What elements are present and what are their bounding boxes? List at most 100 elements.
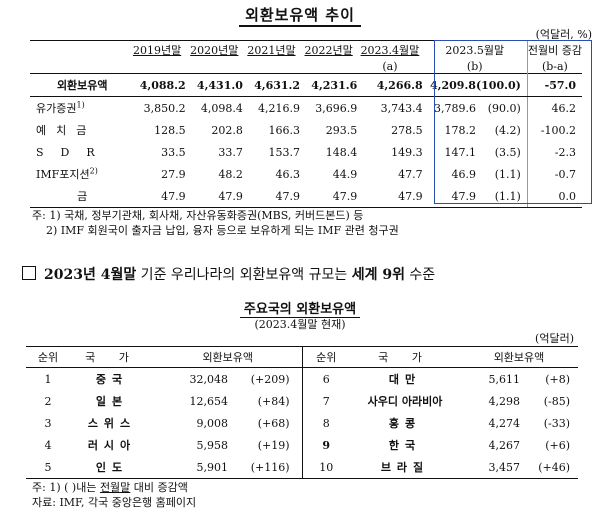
cell: 44.9 <box>332 167 358 181</box>
col-2019: 2019년말 <box>128 40 186 59</box>
col-apr: 2023.4월말 <box>357 40 423 59</box>
share-cell: (100.0) <box>475 73 528 97</box>
rank-cell: 4 <box>44 438 52 452</box>
cell: 47.9 <box>300 185 358 208</box>
cell: 47.7 <box>398 167 423 181</box>
cell: 46.9 <box>451 167 476 181</box>
col-2022: 2022년말 <box>300 40 358 59</box>
row-label: SDR <box>36 145 112 159</box>
share-cell: (1.1) <box>475 185 528 208</box>
row-label: 예치금 <box>36 124 97 137</box>
col-reserves: 외환보유액 <box>154 346 302 368</box>
cell: 3,850.2 <box>143 101 186 115</box>
cell: 27.9 <box>161 167 186 181</box>
cell: 46.3 <box>275 167 301 181</box>
rank-cell: 8 <box>301 412 350 434</box>
diff-cell: -2.3 <box>526 141 582 163</box>
note-line: 2) IMF 회원국이 출자금 납입, 융자 등으로 보유하게 되는 IMF 관… <box>46 224 399 237</box>
source-line: 자료: IMF, 각국 중앙은행 홈페이지 <box>32 496 197 509</box>
share-cell: (3.5) <box>494 145 521 159</box>
col-rank: 순위 <box>301 346 350 368</box>
cell: 4,209.8 <box>422 73 476 97</box>
rank-cell: 5 <box>26 456 70 479</box>
reserves-unit: (억달러, %) <box>535 28 592 41</box>
row-label: 금 <box>30 185 129 208</box>
reserves-notes: 주: 1) 국채, 정부기관채, 회사채, 자산유동화증권(MBS, 커버드본드… <box>32 208 399 238</box>
cell: 178.2 <box>444 123 476 137</box>
amount-cell: 9,008 <box>196 416 229 430</box>
ranking-title: 주요국의 외환보유액 <box>0 298 600 318</box>
country-cell: 사우디 아라비아 <box>367 395 443 408</box>
headline: 2023년 4월말 기준 우리나라의 외환보유액 규모는 세계 9위 수준 <box>22 264 435 284</box>
country-cell: 일본 <box>95 395 129 408</box>
cell: 128.5 <box>154 123 186 137</box>
country-cell: 한국 <box>388 439 422 452</box>
reserves-table: 2019년말 2020년말 2021년말 2022년말 2023.4월말 202… <box>30 40 582 208</box>
country-cell: 홍콩 <box>388 417 422 430</box>
note-line: 주: 1) ( )내는 전월말 대비 증감액 <box>32 481 188 494</box>
col-country: 국 가 <box>70 346 154 368</box>
diff-cell: -0.7 <box>526 163 582 185</box>
ranking-header-row: 순위 국 가 외환보유액 순위 국 가 외환보유액 <box>26 346 578 368</box>
cell: 47.9 <box>128 185 186 208</box>
cell: 293.5 <box>325 123 358 137</box>
ranking-row: 2 일본 12,654 (+84) 7 사우디 아라비아 4,298 (-85) <box>26 390 578 412</box>
cell: 47.9 <box>242 185 301 208</box>
col-diff: 전월비 증감 <box>526 40 582 59</box>
change-cell: (+209) <box>250 372 290 386</box>
cell: 202.8 <box>211 123 243 137</box>
cell: 33.7 <box>218 145 243 159</box>
cell: 148.4 <box>325 145 358 159</box>
ranking-notes: 주: 1) ( )내는 전월말 대비 증감액 자료: IMF, 각국 중앙은행 … <box>32 480 196 510</box>
cell: 4,088.2 <box>128 73 186 97</box>
rank-cell: 3 <box>44 416 52 430</box>
reserves-row: IMF포지션2) 27.9 48.2 46.3 44.9 47.7 46.9 (… <box>30 163 582 185</box>
country-cell: 대만 <box>388 373 422 386</box>
ranking-subtitle: (2023.4월말 현재) <box>254 318 346 331</box>
note-line: 주: 1) 국채, 정부기관채, 회사채, 자산유동화증권(MBS, 커버드본드… <box>32 209 364 222</box>
change-cell: (+116) <box>228 456 302 479</box>
cell: 4,098.4 <box>200 101 243 115</box>
cell: 4,431.0 <box>185 73 243 97</box>
ranking-row: 5 인도 5,901 (+116) 10 브라질 3,457 (+46) <box>26 456 578 479</box>
amount-cell: 5,611 <box>488 372 521 386</box>
cell: 149.3 <box>391 145 423 159</box>
cell: 147.1 <box>444 145 476 159</box>
row-label: IMF포지션2) <box>36 166 98 181</box>
cell: 47.9 <box>422 185 476 208</box>
amount-cell: 3,457 <box>460 456 520 479</box>
amount-cell: 4,274 <box>488 416 521 430</box>
diff-cell: -57.0 <box>526 73 582 97</box>
reserves-row: 예치금 128.5 202.8 166.3 293.5 278.5 178.2 … <box>30 119 582 141</box>
cell: 48.2 <box>218 167 243 181</box>
col-country: 국 가 <box>350 346 460 368</box>
share-cell: (4.2) <box>494 123 521 137</box>
ranking-unit: (억달러) <box>535 332 574 345</box>
rank-cell: 1 <box>44 372 52 386</box>
amount-cell: 4,298 <box>488 394 521 408</box>
amount-cell: 12,654 <box>189 394 229 408</box>
amount-cell: 5,958 <box>196 438 229 452</box>
col-2020: 2020년말 <box>185 40 243 59</box>
change-cell: (+19) <box>257 438 290 452</box>
country-cell: 브라질 <box>350 456 460 479</box>
cell: 47.9 <box>357 185 423 208</box>
share-cell: (90.0) <box>487 101 521 115</box>
ranking-row: 1 중국 32,048 (+209) 6 대만 5,611 (+8) <box>26 367 578 390</box>
country-cell: 중국 <box>95 373 129 386</box>
amount-cell: 5,901 <box>154 456 228 479</box>
reserves-row: 금 47.9 47.9 47.9 47.9 47.9 47.9 (1.1) 0.… <box>30 185 582 208</box>
ranking-table: 순위 국 가 외환보유액 순위 국 가 외환보유액 1 중국 32,048 (+… <box>26 346 578 479</box>
cell: 153.7 <box>268 145 301 159</box>
cell: 278.5 <box>391 123 423 137</box>
change-cell: (+84) <box>257 394 290 408</box>
ranking-row: 3 스위스 9,008 (+68) 8 홍콩 4,274 (-33) <box>26 412 578 434</box>
change-cell: (+46) <box>520 456 578 479</box>
rank-cell: 9 <box>301 434 350 456</box>
country-cell: 스위스 <box>87 417 137 430</box>
col-may-sub: (b) <box>466 59 483 73</box>
col-reserves: 외환보유액 <box>460 346 578 368</box>
reserves-header-row: 2019년말 2020년말 2021년말 2022년말 2023.4월말 202… <box>30 40 582 59</box>
amount-cell: 4,267 <box>488 438 521 452</box>
rank-cell: 7 <box>301 390 350 412</box>
